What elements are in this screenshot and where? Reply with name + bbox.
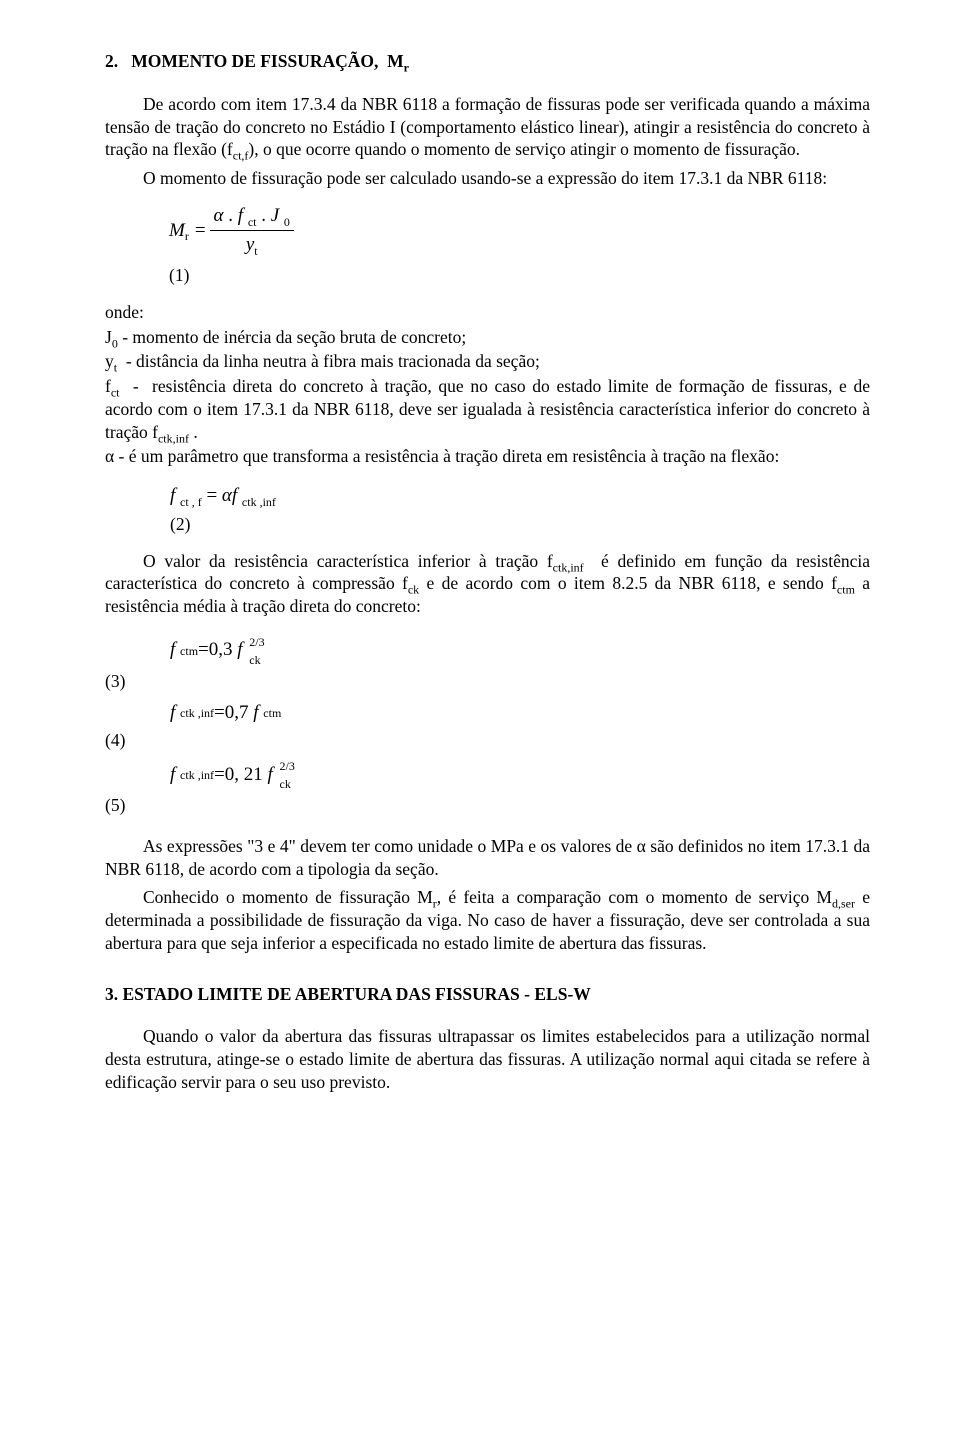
where-item-3: fct - resistência direta do concreto à t… (105, 375, 870, 443)
section-2-heading: 2. MOMENTO DE FISSURAÇÃO, Mr (105, 50, 870, 73)
equation-3-label: (3) (105, 670, 150, 693)
section-2-para-3: O valor da resistência característica in… (105, 550, 870, 618)
where-label: onde: (105, 301, 870, 324)
section-3-para-1: Quando o valor da abertura das fissuras … (105, 1025, 870, 1093)
section-2-para-1: De acordo com item 17.3.4 da NBR 6118 a … (105, 93, 870, 161)
where-item-4: α - é um parâmetro que transforma a resi… (105, 445, 870, 468)
equation-2-label: (2) (170, 513, 870, 536)
section-2-para-5: Conhecido o momento de fissuração Mr, é … (105, 886, 870, 954)
equation-1-label: (1) (169, 264, 870, 287)
equation-2: f ct , f = αf ctk ,inf (170, 484, 870, 509)
equation-1: Mr = α . f ct . J 0 yt (1) (169, 204, 870, 287)
where-item-1: J0 - momento de inércia da seção bruta d… (105, 326, 870, 349)
where-list: onde: J0 - momento de inércia da seção b… (105, 301, 870, 468)
equation-5-label: (5) (105, 794, 150, 817)
equation-group-3-5: f ctm=0,3 f 2/3ck (3) f ctk ,inf =0,7 f … (105, 636, 870, 817)
section-3-heading: 3. ESTADO LIMITE DE ABERTURA DAS FISSURA… (105, 983, 870, 1006)
section-2-para-2: O momento de fissuração pode ser calcula… (105, 167, 870, 190)
section-2-para-4: As expressões "3 e 4" devem ter como uni… (105, 835, 870, 881)
equation-4-label: (4) (105, 729, 150, 752)
where-item-2: yt - distância da linha neutra à fibra m… (105, 350, 870, 373)
